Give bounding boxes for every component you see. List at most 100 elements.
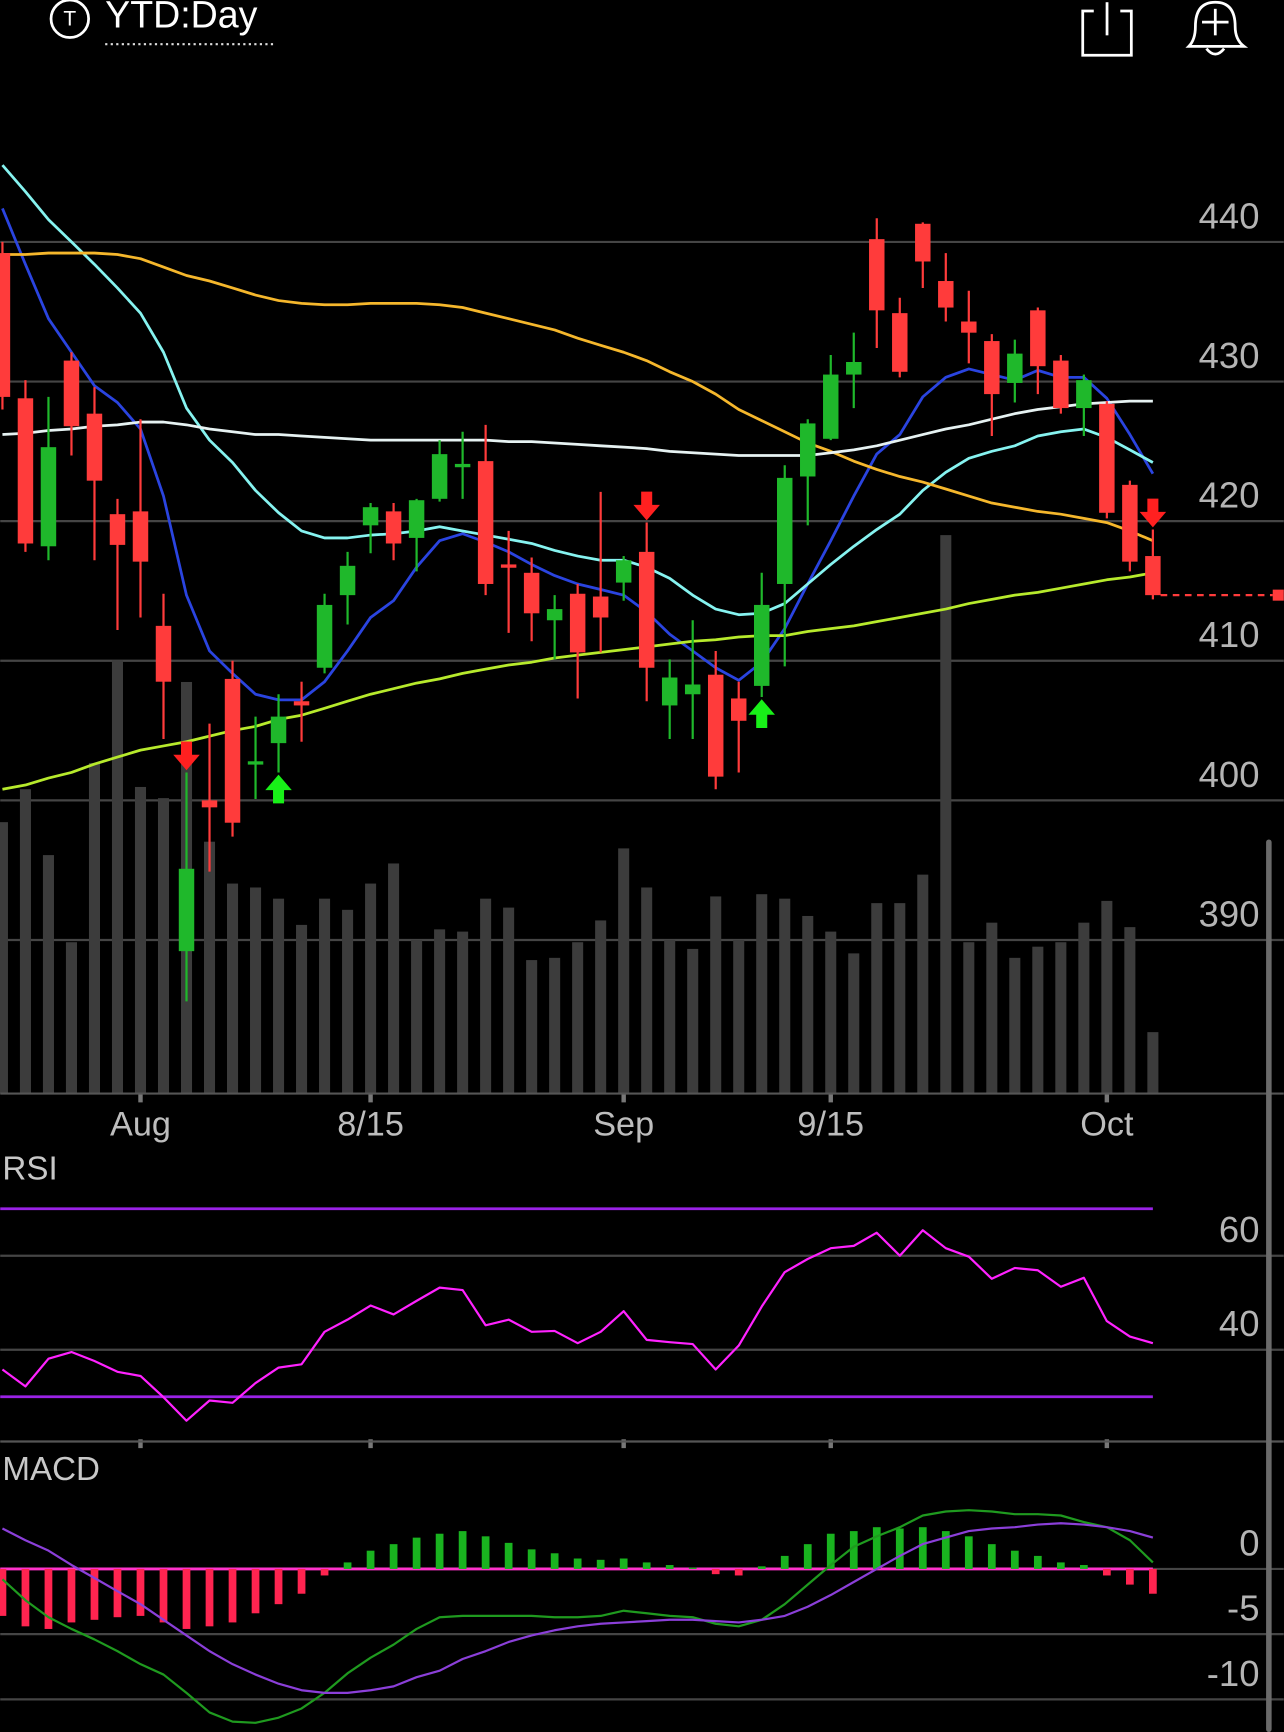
histogram-bar bbox=[412, 1537, 421, 1569]
candle-body bbox=[661, 677, 678, 706]
sell-arrow bbox=[173, 741, 200, 771]
candle-body bbox=[1007, 353, 1023, 383]
y-tick-label: 420 bbox=[1199, 475, 1260, 516]
volume-bar bbox=[42, 855, 54, 1094]
histogram-bar bbox=[895, 1528, 904, 1569]
candle-body bbox=[1122, 484, 1138, 562]
candle-body bbox=[938, 281, 954, 308]
candle-body bbox=[984, 341, 1000, 395]
volume-bar bbox=[1078, 922, 1090, 1094]
volume-bar bbox=[134, 786, 147, 1094]
y-tick-label: 410 bbox=[1199, 614, 1260, 655]
volume-bar bbox=[388, 863, 400, 1094]
volume-bar bbox=[203, 841, 216, 1094]
candle-body bbox=[823, 374, 839, 439]
histogram-bar bbox=[826, 1533, 835, 1569]
histogram-bar bbox=[1102, 1568, 1111, 1576]
volume-bar bbox=[1147, 1032, 1159, 1094]
histogram-bar bbox=[274, 1568, 283, 1605]
histogram-bar bbox=[182, 1568, 191, 1629]
x-tick-label: Sep bbox=[593, 1106, 654, 1144]
period-selector[interactable]: YTD:Day bbox=[105, 0, 258, 36]
histogram-bar bbox=[941, 1531, 950, 1569]
histogram-bar bbox=[136, 1568, 145, 1616]
candle-body bbox=[1076, 380, 1092, 409]
candle-body bbox=[1099, 403, 1115, 513]
candle-body bbox=[17, 398, 34, 544]
histogram-bar bbox=[21, 1568, 30, 1627]
histogram-bar bbox=[228, 1568, 237, 1623]
volume-bar bbox=[664, 939, 676, 1094]
histogram-bar bbox=[504, 1542, 513, 1569]
indicator-line bbox=[2, 399, 1153, 457]
candle-body bbox=[569, 593, 586, 653]
volume-bar bbox=[1032, 946, 1044, 1094]
histogram-bar bbox=[113, 1568, 122, 1618]
histogram-bar bbox=[918, 1527, 927, 1569]
candle-body bbox=[385, 511, 402, 544]
volume-bar bbox=[687, 948, 699, 1094]
rsi-title: RSI bbox=[2, 1151, 57, 1188]
alert-button[interactable] bbox=[1185, 0, 1249, 56]
histogram-bar bbox=[688, 1567, 697, 1569]
volume-bar bbox=[365, 883, 377, 1094]
volume-bar bbox=[457, 931, 469, 1094]
histogram-bar bbox=[1010, 1550, 1019, 1569]
candle-body bbox=[684, 684, 701, 695]
y-tick-label: 430 bbox=[1199, 335, 1260, 376]
volume-bar bbox=[503, 907, 515, 1094]
volume-bar bbox=[319, 898, 331, 1094]
volume-bar bbox=[825, 931, 837, 1094]
candle-body bbox=[846, 361, 862, 375]
histogram-bar bbox=[711, 1568, 720, 1575]
candle-body bbox=[109, 514, 126, 545]
histogram-bar bbox=[1033, 1555, 1042, 1569]
badge-letter[interactable]: T bbox=[63, 7, 76, 30]
candle-body bbox=[500, 564, 517, 568]
indicator-line bbox=[1, 1229, 1154, 1422]
candle-body bbox=[615, 560, 632, 583]
volume-bar bbox=[986, 922, 998, 1094]
histogram-bar bbox=[1079, 1565, 1088, 1569]
histogram-bar bbox=[67, 1568, 76, 1623]
buy-arrow bbox=[748, 699, 775, 728]
histogram-bar bbox=[90, 1568, 99, 1620]
histogram-bar bbox=[596, 1559, 605, 1569]
histogram-bar bbox=[205, 1568, 214, 1627]
volume-bar bbox=[549, 957, 561, 1094]
candle-body bbox=[961, 321, 977, 333]
candle-body bbox=[454, 463, 471, 468]
sell-arrow bbox=[633, 491, 660, 521]
volume-bar bbox=[0, 822, 8, 1094]
volume-bar bbox=[1055, 942, 1067, 1094]
buy-arrow bbox=[265, 774, 292, 804]
volume-bar bbox=[710, 896, 722, 1094]
grid-layer bbox=[0, 240, 1284, 1701]
candle-body bbox=[523, 572, 540, 614]
candle-body bbox=[178, 868, 195, 952]
candle-body bbox=[0, 253, 11, 397]
y-tick-label: 390 bbox=[1199, 893, 1260, 934]
share-icon bbox=[1081, 9, 1133, 57]
badge-circle[interactable] bbox=[49, 0, 90, 39]
share-button[interactable] bbox=[1081, 2, 1133, 57]
histogram-bar bbox=[1056, 1562, 1065, 1569]
histogram-bar bbox=[964, 1536, 973, 1569]
candle-body bbox=[339, 565, 356, 596]
candle-body bbox=[800, 423, 816, 477]
volume-bar bbox=[940, 535, 952, 1094]
histogram-bar bbox=[320, 1568, 329, 1576]
histogram-bar bbox=[619, 1558, 628, 1569]
histogram-bar bbox=[44, 1568, 53, 1629]
scrollbar[interactable] bbox=[1266, 839, 1272, 1732]
x-tick-label: 9/15 bbox=[797, 1106, 864, 1144]
mark-layer bbox=[0, 164, 1284, 1724]
indicator-line bbox=[1, 1522, 1154, 1695]
volume-bar bbox=[480, 898, 492, 1094]
volume-bar bbox=[871, 903, 883, 1094]
x-tick-label: Oct bbox=[1080, 1106, 1134, 1144]
volume-bar bbox=[411, 939, 423, 1094]
volume-bar bbox=[250, 887, 262, 1094]
histogram-bar bbox=[527, 1549, 536, 1569]
